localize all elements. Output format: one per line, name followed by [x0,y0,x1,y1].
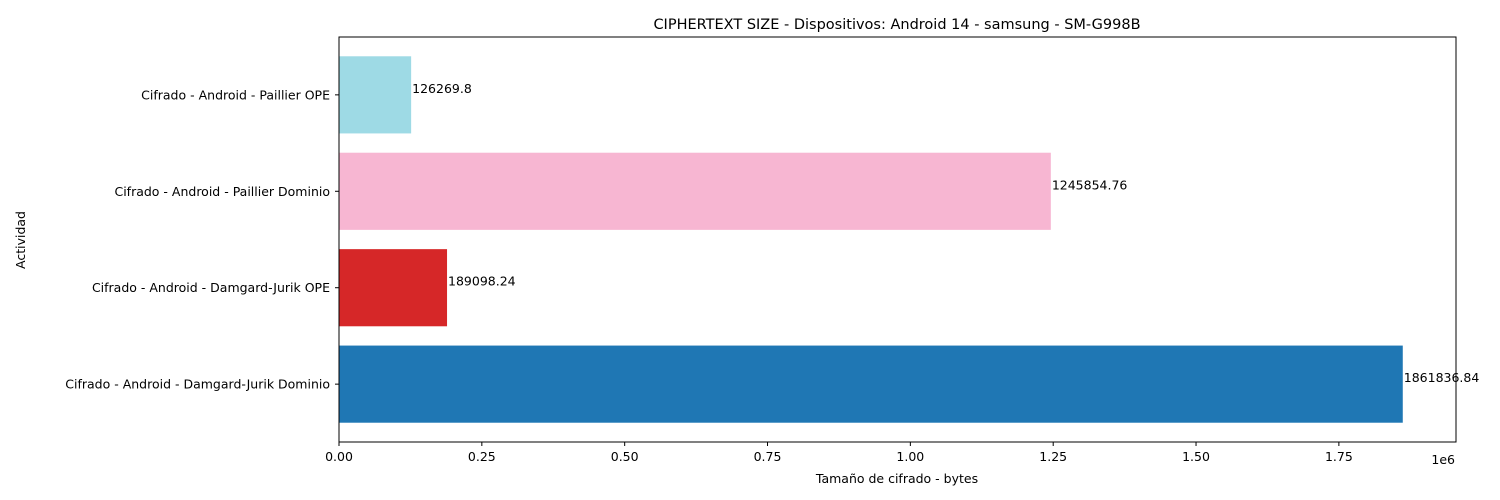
x-tick-label: 1.00 [896,449,924,464]
x-axis-multiplier: 1e6 [1431,452,1455,467]
x-tick-label: 0.25 [468,449,496,464]
x-tick-label: 0.75 [754,449,782,464]
chart-title: CIPHERTEXT SIZE - Dispositivos: Android … [653,17,1140,33]
y-tick-label: Cifrado - Android - Damgard-Jurik OPE [92,280,330,295]
x-axis-label: Tamaño de cifrado - bytes [815,471,978,486]
y-tick-label: Cifrado - Android - Paillier OPE [141,87,330,102]
bar-value-label: 126269.8 [412,81,472,96]
bar [339,345,1403,423]
bar-value-label: 1861836.84 [1404,370,1480,385]
x-tick-label: 0.00 [325,449,353,464]
bar-value-label: 189098.24 [448,274,516,289]
bar [339,56,412,134]
bars-group [339,56,1403,423]
x-tick-label: 0.50 [611,449,639,464]
y-tick-label: Cifrado - Android - Damgard-Jurik Domini… [65,377,330,392]
bar [339,152,1051,230]
y-axis-label: Actividad [13,211,28,269]
x-tick-label: 1.50 [1182,449,1210,464]
y-tick-label: Cifrado - Android - Paillier Dominio [114,184,330,199]
x-axis: 0.00 0.25 0.50 0.75 1.00 1.25 1.50 1.75 [325,442,1353,464]
bar [339,249,448,327]
x-tick-label: 1.25 [1039,449,1067,464]
data-labels-group: 1861836.84 189098.24 1245854.76 126269.8 [412,81,1479,385]
bar-value-label: 1245854.76 [1052,177,1128,192]
x-tick-label: 1.75 [1325,449,1353,464]
plot-frame [338,36,1457,443]
y-axis: Cifrado - Android - Damgard-Jurik Domini… [65,87,339,392]
